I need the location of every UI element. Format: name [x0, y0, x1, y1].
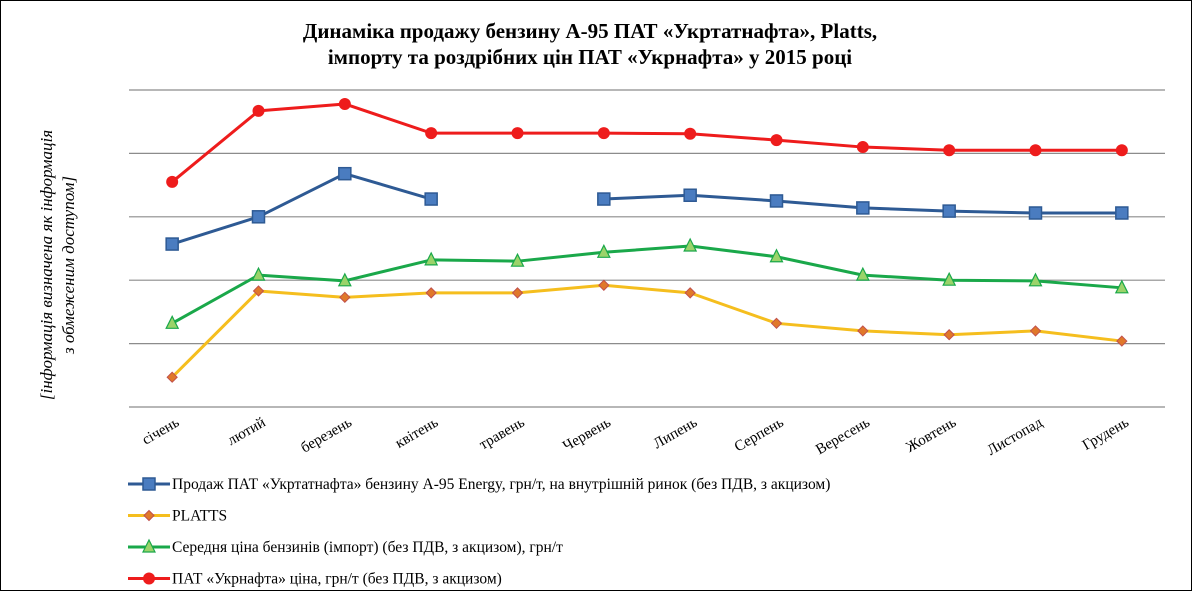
marker	[1116, 335, 1128, 347]
marker	[596, 243, 611, 258]
marker	[338, 166, 352, 181]
legend-label: ПАТ «Укрнафта» ціна, грн/т (без ПДВ, з а…	[172, 571, 502, 588]
marker	[166, 175, 179, 188]
marker	[511, 127, 524, 140]
marker	[165, 237, 179, 251]
marker	[942, 271, 957, 286]
marker	[337, 272, 352, 287]
marker	[855, 266, 870, 281]
marker	[683, 237, 698, 252]
marker	[252, 104, 265, 117]
marker	[598, 279, 610, 291]
marker	[510, 252, 525, 267]
legend-marker	[143, 509, 155, 522]
marker	[770, 134, 783, 147]
marker	[684, 127, 697, 140]
marker	[251, 210, 266, 224]
chart-title: Динаміка продажу бензину А-95 ПАТ «Укрта…	[303, 19, 877, 43]
legend-marker	[142, 477, 156, 491]
marker	[425, 287, 437, 299]
marker	[1028, 206, 1043, 220]
marker	[942, 204, 956, 218]
marker	[338, 97, 351, 110]
marker	[1115, 144, 1128, 157]
legend-marker	[143, 572, 155, 585]
marker	[943, 329, 955, 341]
chart-title: імпорту та роздрібних цін ПАТ «Укрнафта»…	[328, 45, 852, 69]
marker	[1028, 272, 1043, 287]
marker	[1114, 279, 1129, 294]
marker	[166, 371, 178, 383]
legend-label: Середня ціна бензинів (імпорт) (без ПДВ,…	[172, 539, 563, 556]
marker	[857, 325, 869, 337]
marker	[597, 192, 611, 206]
marker	[683, 188, 697, 202]
y-axis-label: з обмеженим доступом]	[59, 176, 78, 355]
marker	[856, 201, 870, 215]
y-axis-label: [інформація визначена як інформація	[37, 130, 56, 400]
marker	[684, 287, 696, 299]
marker	[165, 314, 180, 329]
marker	[943, 144, 956, 157]
marker	[770, 317, 783, 330]
marker	[769, 194, 784, 208]
marker	[339, 291, 351, 304]
marker	[425, 127, 438, 140]
marker	[1029, 325, 1042, 337]
marker	[597, 127, 610, 140]
marker	[252, 285, 265, 297]
marker	[424, 192, 438, 206]
marker	[251, 266, 266, 281]
marker	[769, 248, 784, 263]
marker	[511, 287, 524, 299]
legend-label: PLATTS	[172, 508, 227, 525]
legend-label: Продаж ПАТ «Укртатнафта» бензину А-95 En…	[172, 476, 830, 493]
marker	[856, 141, 869, 154]
marker	[424, 251, 439, 266]
series-line	[171, 283, 1123, 379]
legend-marker	[142, 538, 156, 553]
series-line	[171, 102, 1122, 184]
marker	[1029, 144, 1042, 157]
series-line	[171, 244, 1122, 325]
marker	[1115, 206, 1129, 220]
